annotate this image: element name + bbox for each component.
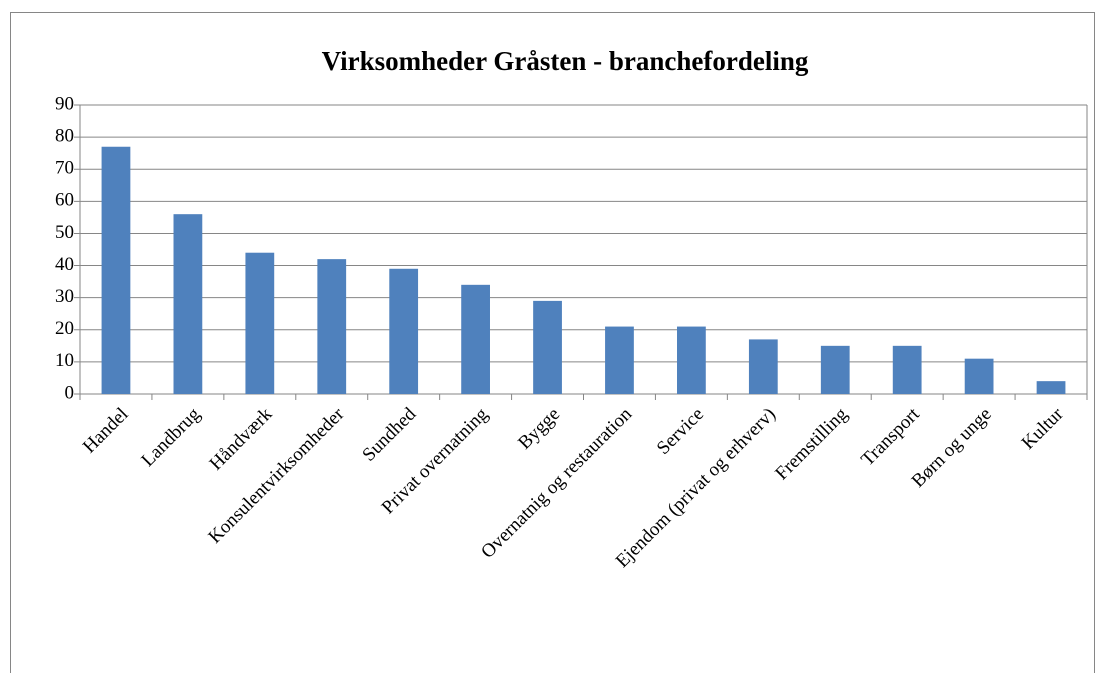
x-tick-label: Fremstilling [771, 403, 852, 484]
bar [317, 259, 347, 394]
y-tick-label: 80 [55, 125, 74, 146]
y-tick-label: 40 [55, 254, 74, 275]
y-tick-label: 70 [55, 158, 74, 179]
bar [748, 339, 778, 394]
x-tick-label: Håndværk [206, 403, 277, 474]
bar [677, 326, 706, 394]
bar [173, 214, 203, 394]
y-tick-label: 90 [55, 93, 74, 114]
x-tick-label: Transport [857, 403, 924, 470]
bar [820, 345, 850, 394]
bar [892, 345, 922, 394]
bar [605, 326, 634, 394]
y-tick-label: 50 [55, 222, 74, 243]
bar [1036, 381, 1066, 394]
chart-title: Virksomheder Gråsten - branchefordeling [322, 46, 809, 76]
bar [101, 146, 131, 394]
y-tick-label: 30 [55, 286, 74, 307]
x-tick-label: Service [653, 404, 708, 459]
x-tick-label: Konsulentvirksomheder [204, 403, 348, 547]
y-tick-label: 10 [55, 350, 74, 371]
x-tick-label: Kultur [1018, 403, 1068, 453]
x-tick-label: Overnatnig og restauration [477, 403, 636, 562]
x-tick-label: Landbrug [137, 403, 204, 470]
chart-frame [10, 12, 1095, 673]
y-tick-label: 0 [65, 382, 75, 403]
bar [533, 300, 562, 394]
x-tick-label: Sundhed [358, 403, 420, 465]
bar [389, 268, 419, 394]
bar [461, 284, 490, 394]
bar [245, 252, 275, 394]
bar [964, 358, 994, 394]
y-tick-label: 60 [55, 190, 74, 211]
x-tick-label: Handel [79, 404, 133, 458]
x-tick-label: Bygge [514, 404, 564, 454]
y-tick-label: 20 [55, 318, 74, 339]
